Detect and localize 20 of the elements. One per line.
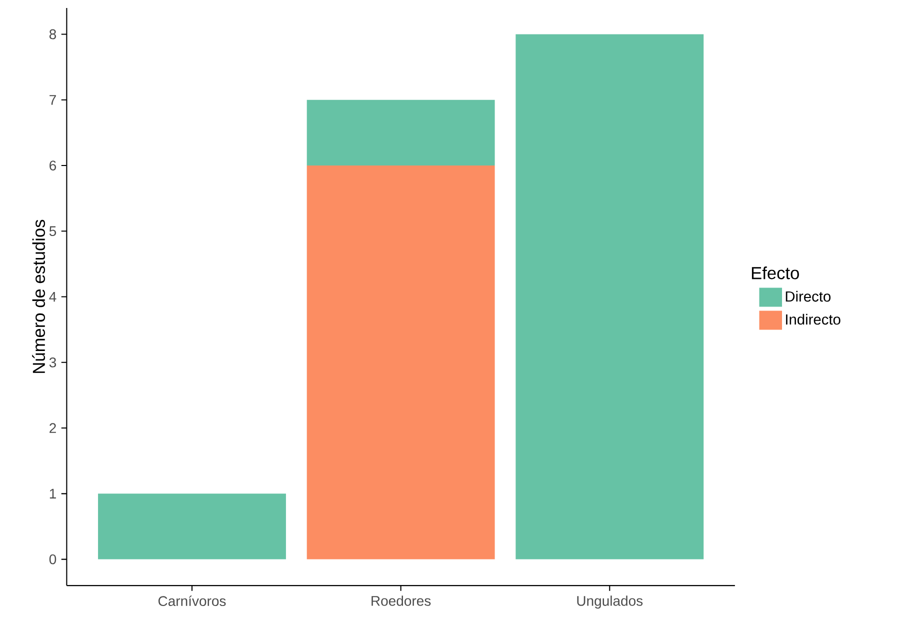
- bar: [306, 100, 495, 166]
- x-tick-label: Carnívoros: [158, 596, 226, 606]
- y-tick-label: 1: [50, 489, 56, 499]
- legend-label: Indirecto: [786, 314, 840, 325]
- y-tick-label: 7: [50, 95, 56, 105]
- bar: [306, 166, 495, 560]
- bar: [516, 34, 704, 560]
- y-tick-label: 6: [50, 160, 56, 171]
- x-tick-label: Roedores: [372, 596, 431, 606]
- y-tick-label: 0: [49, 554, 56, 564]
- y-axis-title: Número de estudios: [32, 220, 46, 374]
- y-tick-label: 3: [49, 358, 56, 368]
- legend-label: Directo: [786, 291, 831, 302]
- legend-title: Efecto: [752, 266, 799, 280]
- bar: [98, 494, 286, 560]
- y-tick-label: 8: [49, 30, 56, 40]
- y-tick-label: 2: [50, 423, 56, 434]
- y-tick-label: 5: [49, 226, 56, 236]
- x-tick-label: Ungulados: [577, 596, 643, 609]
- y-tick-label: 4: [49, 292, 56, 302]
